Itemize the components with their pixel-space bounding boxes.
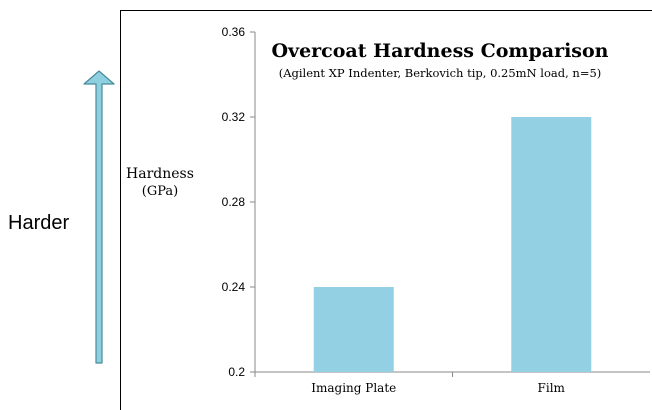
y-tick-label: 0.36 <box>222 25 246 39</box>
chart-subtitle: (Agilent XP Indenter, Berkovich tip, 0.2… <box>278 66 602 80</box>
bar-chart: 0.2 0.24 0.28 0.32 0.36 Imaging Plate Film <box>222 25 650 395</box>
harder-label: Harder <box>8 212 70 234</box>
harder-arrow-icon <box>83 70 115 364</box>
bar <box>511 117 592 372</box>
bar <box>313 287 394 372</box>
y-axis-title: Hardness <box>126 166 194 182</box>
y-tick-label: 0.2 <box>228 365 245 379</box>
chart-title: Overcoat Hardness Comparison <box>271 40 609 62</box>
plot-frame <box>120 10 652 410</box>
y-axis-unit: (GPa) <box>141 184 179 199</box>
y-axis-label: Hardness (GPa) <box>120 165 200 201</box>
x-category-label: Imaging Plate <box>311 381 396 395</box>
x-category-label: Film <box>538 381 566 395</box>
y-tick-label: 0.24 <box>222 280 246 294</box>
y-tick-label: 0.28 <box>222 195 246 209</box>
y-tick-label: 0.32 <box>222 110 246 124</box>
